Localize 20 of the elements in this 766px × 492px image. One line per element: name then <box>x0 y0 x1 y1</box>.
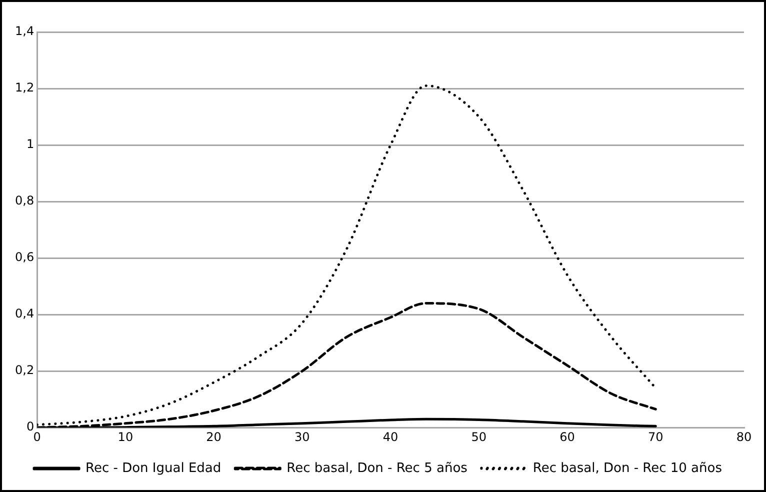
y-tick-label: 0,4 <box>14 306 34 321</box>
legend-label: Rec basal, Don - Rec 5 años <box>286 460 468 476</box>
y-tick-label: 0 <box>26 420 34 434</box>
legend-label: Rec basal, Don - Rec 10 años <box>532 460 722 476</box>
x-tick-label: 50 <box>471 430 487 444</box>
x-tick-label: 60 <box>560 430 575 444</box>
x-tick-label: 20 <box>206 430 222 444</box>
line-series <box>37 84 657 426</box>
x-tick-label: 40 <box>382 430 398 444</box>
y-tick-label: 1,2 <box>14 80 34 95</box>
legend-label: Rec - Don Igual Edad <box>86 460 222 476</box>
x-tick-label: 80 <box>736 430 752 444</box>
y-tick-label: 0,2 <box>14 363 34 378</box>
y-tick-label: 0,6 <box>14 250 34 264</box>
y-tick-label: 0,8 <box>14 194 34 208</box>
y-tick-label: 1 <box>26 137 34 152</box>
x-tick-label: 30 <box>294 430 310 444</box>
x-tick-label: 10 <box>118 430 134 444</box>
x-tick-label: 70 <box>648 430 664 444</box>
y-tick-label: 1,4 <box>14 24 34 38</box>
